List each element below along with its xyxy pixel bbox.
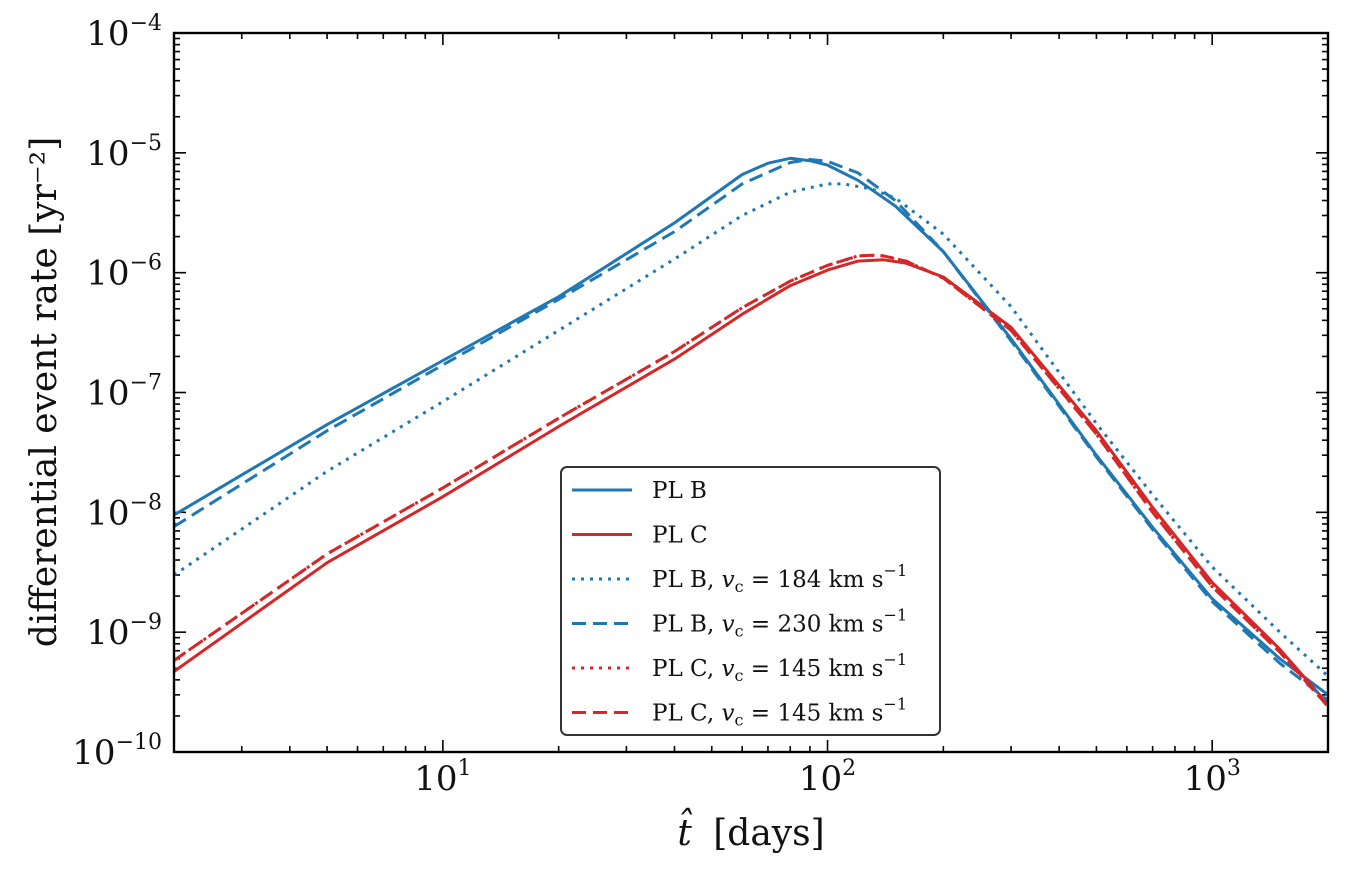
x-axis-symbol: t̂ <box>677 808 693 854</box>
legend: PL B PL C PL B, vc = 184 km s−1 PL B, vc = … <box>560 466 941 736</box>
x-tick-label: 103 <box>1184 756 1241 799</box>
y-tick-label: 10−10 <box>72 730 162 773</box>
y-tick-labels: 10−4 10−5 10−6 10−7 10−8 10−9 10−10 <box>72 11 162 773</box>
x-tick-label: 102 <box>799 756 856 799</box>
x-tick-labels: 101 102 103 <box>414 756 1241 799</box>
legend-label-3: PL B, vc = 184 km s−1 <box>652 561 907 596</box>
legend-label-6: PL C, vc = 145 km s−1 <box>652 695 907 730</box>
series-line-3 <box>173 182 1330 678</box>
legend-label-4: PL B, vc = 230 km s−1 <box>652 606 907 641</box>
legend-label-1: PL B <box>652 478 707 504</box>
legend-label-2: PL C <box>652 523 708 549</box>
legend-label-5: PL C, vc = 145 km s−1 <box>652 650 907 685</box>
series-line-4 <box>173 158 1329 702</box>
series-layer <box>173 156 1330 708</box>
y-tick-label: 10−5 <box>86 131 162 174</box>
series-line-2 <box>173 258 1330 706</box>
y-tick-label: 10−6 <box>86 251 162 294</box>
x-axis-unit: [days] <box>713 813 824 854</box>
legend-entries: PL B PL C PL B, vc = 184 km s−1 PL B, vc = … <box>572 478 907 730</box>
y-axis-label: differential event rate [yr⁻²] <box>24 137 65 648</box>
y-tick-label: 10−9 <box>86 610 162 653</box>
y-tick-label: 10−4 <box>86 11 162 54</box>
series-line-6 <box>173 253 1330 708</box>
y-tick-label: 10−7 <box>86 371 162 414</box>
plot-frame <box>172 31 1330 754</box>
x-tick-label: 101 <box>414 756 471 799</box>
y-tick-label: 10−8 <box>86 490 162 533</box>
x-axis-label: t̂ [days] <box>677 808 824 854</box>
legend-box <box>560 466 941 736</box>
